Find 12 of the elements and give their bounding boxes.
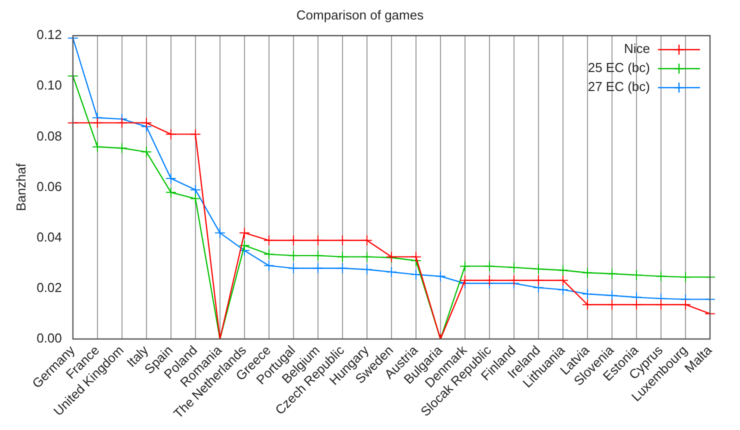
y-tick-label: 0.12: [36, 27, 62, 42]
legend-label: Nice: [624, 41, 650, 56]
y-tick-label: 0.04: [36, 229, 62, 244]
y-tick-label: 0.08: [36, 128, 62, 144]
y-tick-label: 0.00: [36, 330, 62, 346]
legend-label: 25 EC (bc): [588, 60, 650, 76]
legend-label: 27 EC (bc): [588, 79, 650, 94]
y-tick-label: 0.06: [36, 178, 62, 194]
chart-title: Comparison of games: [296, 7, 424, 22]
y-axis-title: Banzhaf: [13, 163, 28, 212]
y-tick-label: 0.10: [36, 78, 62, 93]
y-tick-label: 0.02: [36, 280, 62, 296]
